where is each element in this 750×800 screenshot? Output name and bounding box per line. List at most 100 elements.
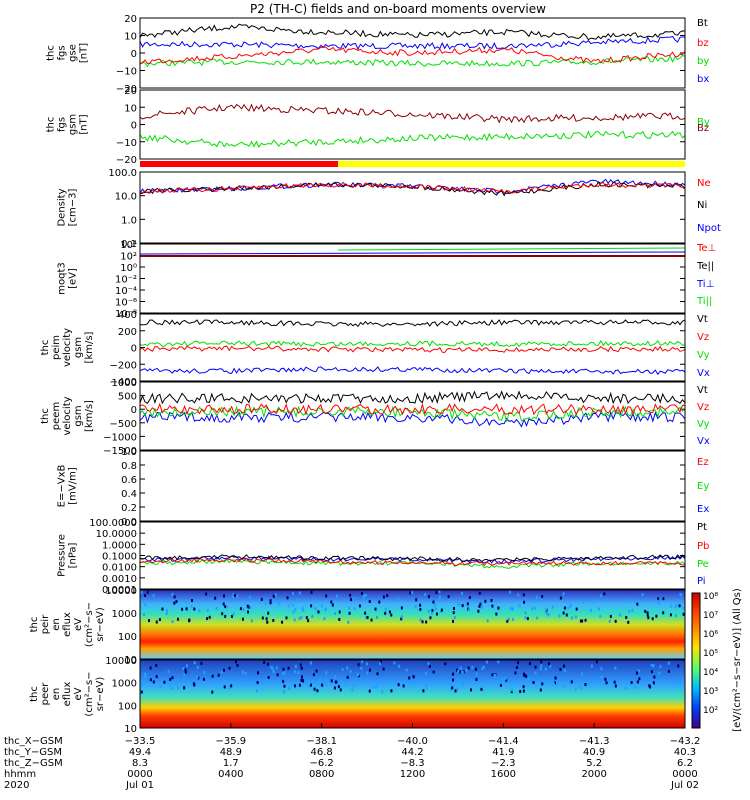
spectrogram-speckle <box>679 593 682 597</box>
spectrogram-speckle <box>295 598 298 602</box>
spectrogram-speckle <box>477 609 480 613</box>
ylabel-line: thc <box>40 408 51 424</box>
xaxis-value: −38.1 <box>306 736 337 747</box>
spectrogram-speckle <box>274 593 277 597</box>
spectrogram-speckle <box>190 599 193 603</box>
spectrogram-speckle <box>522 593 525 597</box>
panel-content <box>140 103 685 148</box>
spectrogram-speckle <box>143 673 146 677</box>
spectrogram-speckle <box>468 608 471 612</box>
legend-by: By <box>697 117 710 128</box>
spectrogram-speckle <box>255 689 258 693</box>
spectrogram-speckle <box>625 615 628 619</box>
spectrogram-speckle <box>590 664 593 668</box>
spectrogram-speckle <box>434 607 437 611</box>
spectrogram-speckle <box>567 606 570 610</box>
spectrogram-speckle <box>657 597 660 601</box>
legend-bt: Bt <box>697 18 708 29</box>
spectrogram-speckle <box>224 614 227 618</box>
spectrogram-speckle <box>193 661 196 665</box>
spectrogram-speckle <box>497 660 500 664</box>
spectrogram-speckle <box>143 613 146 617</box>
colorbar-tick: 10⁷ <box>703 611 718 621</box>
spectrogram-speckle <box>547 613 550 617</box>
spectrogram-speckle <box>511 688 514 692</box>
panel-content <box>140 390 685 428</box>
ytick-label: 10⁴ <box>120 240 137 251</box>
spectrogram-speckle <box>384 607 387 611</box>
spectrogram-speckle <box>269 601 272 605</box>
spectrogram-speckle <box>283 690 286 694</box>
spectrogram-speckle <box>589 608 592 612</box>
spectrogram-speckle <box>465 668 468 672</box>
spectrogram-speckle <box>335 594 338 598</box>
spectrogram-speckle <box>411 591 414 595</box>
panel-electron-spectrogram: thc peer en eflux eV (cm²−s− sr−eV) 10000 1000 10… <box>29 656 686 735</box>
spectrogram-speckle <box>651 617 654 621</box>
ylabel-line: [nT] <box>79 114 90 134</box>
spectrogram-speckle <box>148 619 151 623</box>
spectrogram-speckle <box>393 661 396 665</box>
spectrogram-speckle <box>140 590 143 594</box>
spectrogram-speckle <box>183 686 186 690</box>
spectrogram-speckle <box>315 669 318 673</box>
spectrogram-speckle <box>581 619 584 623</box>
legend-ex: Ex <box>697 504 709 515</box>
spectrogram-speckle <box>298 683 301 687</box>
spectrogram-speckle <box>216 679 219 683</box>
spectrogram-speckle <box>637 669 640 673</box>
spectrogram-speckle <box>266 676 269 680</box>
spectrogram-speckle <box>527 677 530 681</box>
series-vx <box>140 366 685 376</box>
ylabel-line: gsm <box>73 337 84 358</box>
spectrogram-speckle <box>644 609 647 613</box>
spectrogram-speckle <box>312 673 315 677</box>
spectrogram-speckle <box>235 660 238 664</box>
spectrogram-speckle <box>422 689 425 693</box>
spectrogram-speckle <box>554 681 557 685</box>
spectrogram-speckle <box>350 598 353 602</box>
panel-frame <box>139 521 686 590</box>
spectrogram-speckle <box>518 604 521 608</box>
spectrogram-speckle <box>346 666 349 670</box>
ylabel-line: velocity <box>62 328 73 367</box>
ylabel-line: moqt3 <box>57 262 68 295</box>
ytick-label: 1.0 <box>121 215 137 226</box>
spectrogram-speckle <box>333 686 336 690</box>
xaxis-value: 40.9 <box>583 747 605 758</box>
spectrogram-speckle <box>281 620 284 624</box>
spectrogram-speckle <box>337 685 340 689</box>
spectrogram-speckle <box>562 684 565 688</box>
spectrogram-speckle <box>646 613 649 617</box>
legend-pb: Pb <box>697 541 709 552</box>
spectrogram-speckle <box>525 674 528 678</box>
spectrogram-speckle <box>559 667 562 671</box>
colorbar-tick: 10⁴ <box>703 668 718 678</box>
spectrogram-speckle <box>575 607 578 611</box>
ytick-label: 10⁻⁸ <box>115 309 137 320</box>
spectrogram-speckle <box>458 670 461 674</box>
spectrogram-speckle <box>188 618 191 622</box>
spectrogram-speckle <box>519 690 522 694</box>
spectrogram-speckle <box>175 600 178 604</box>
panel-frame <box>139 381 686 451</box>
spectrogram-speckle <box>485 660 488 664</box>
spectrogram-speckle <box>402 684 405 688</box>
xaxis-row-label: thc_Y−GSM <box>4 747 62 758</box>
spectrogram-speckle <box>236 594 239 598</box>
spectrogram-speckle <box>267 675 270 679</box>
spectrogram-speckle <box>462 683 465 687</box>
xaxis-value: Jul 02 <box>670 780 699 791</box>
panel-content <box>140 247 685 257</box>
series-by <box>140 54 685 68</box>
legend-pe: Pe <box>697 559 709 570</box>
panel-pressure: Pressure [nPa] 100.000010.00001.00000.1000… <box>57 518 710 596</box>
colorbar-tick: 10⁶ <box>703 630 718 640</box>
spectrogram-speckle <box>496 680 499 684</box>
spectrogram-speckle <box>535 595 538 599</box>
ylabel-line: gsm <box>73 405 84 426</box>
spectrogram-speckle <box>579 619 582 623</box>
spectrogram-speckle <box>270 665 273 669</box>
spectrogram-speckle <box>325 678 328 682</box>
panel-density: Density [cm−3] 100.0 10.0 1.0 0.1 Ne Ni Npot <box>57 168 721 250</box>
